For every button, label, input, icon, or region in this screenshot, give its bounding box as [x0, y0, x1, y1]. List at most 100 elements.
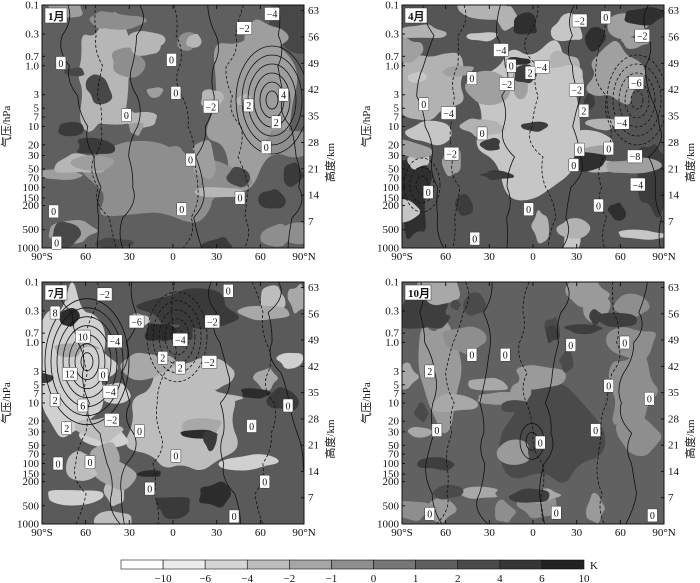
contour-line — [419, 282, 443, 524]
shading-patch — [606, 157, 662, 174]
y-tick-label: 0.7 — [25, 328, 39, 340]
y-tick-label: 50 — [28, 440, 40, 452]
contour-line — [225, 5, 249, 248]
shading-region — [78, 12, 131, 132]
contour-label: 0 — [170, 86, 182, 100]
contour-ring — [612, 63, 662, 137]
y-tick-label: 50 — [388, 163, 400, 175]
y-axis-label: 气压/hPa — [359, 382, 373, 424]
contour-label-box — [157, 351, 169, 365]
contour-label-box — [431, 423, 443, 437]
contour-label-box — [500, 348, 511, 362]
colorbar-tick-label: 2 — [455, 573, 461, 583]
contour-label: −8 — [627, 149, 643, 163]
colorbar-swatch — [289, 559, 332, 570]
x-tick-label: 60 — [80, 527, 92, 539]
contour-label-value: −4 — [632, 180, 643, 191]
contour-label-box — [422, 185, 434, 199]
contour-label: 0 — [134, 424, 145, 438]
y-tick-label: 7 — [34, 112, 40, 124]
contour-ring — [235, 45, 304, 155]
x-tick-label: 60 — [440, 527, 452, 539]
contour-label-box — [107, 334, 123, 348]
y-tick-label: 70 — [28, 449, 40, 461]
contour-label: 0 — [228, 509, 240, 523]
shading-patch — [442, 66, 474, 77]
shading-patch — [258, 189, 286, 209]
contour-label-box — [170, 86, 182, 100]
contour-label-value: 0 — [169, 56, 174, 67]
shading-patch — [194, 187, 244, 198]
contour-label: 0 — [603, 141, 614, 155]
x-tick-label: 60 — [255, 527, 267, 539]
colorbar-tick-label: −4 — [241, 573, 253, 583]
contour-label: 0 — [97, 367, 109, 382]
contour-label-value: 2 — [274, 118, 279, 129]
contour-label-value: 2 — [178, 363, 183, 374]
contour-label-value: 0 — [173, 89, 178, 100]
y-tick-label: 5 — [34, 379, 40, 391]
y-tick-label: 0.3 — [25, 305, 39, 317]
contour-label-box — [201, 355, 218, 369]
contour-labels: −2 0 8 −6 −2 10 −4 −4 2 −2 2 12 0 −4 2 6 −2 2 0 0 0 0 0 0 0 0 0 — [49, 284, 294, 523]
contour-label: 2 — [271, 115, 282, 129]
shading-patch — [402, 501, 438, 521]
shading-patch — [237, 305, 290, 321]
contour-line — [193, 5, 219, 248]
colorbar-unit: K — [590, 560, 598, 572]
contour-label-value: −2 — [574, 16, 585, 27]
contour-label-box — [647, 508, 658, 523]
contour-label: 2 — [524, 65, 536, 80]
x-tick-label: 30 — [124, 527, 136, 539]
y-tick-label: 7 — [34, 388, 40, 400]
panel-label-text: 7月 — [48, 287, 65, 300]
y2-tick-label: 63 — [668, 5, 680, 17]
y-tick-label: 30 — [28, 426, 40, 438]
contour-label-box — [476, 126, 488, 141]
y2-axis-label: 高度/km — [683, 419, 697, 459]
x-tick-label: 30 — [124, 251, 136, 263]
x-tick-label: 0 — [530, 527, 536, 539]
x-tick-label: 90°S — [391, 527, 413, 539]
y-tick-label: 0.7 — [385, 51, 399, 63]
contour-label-value: 0 — [232, 512, 237, 523]
contour-label-box — [630, 177, 646, 192]
contour-label: 0 — [260, 140, 272, 154]
contour-label-box — [469, 231, 481, 246]
shading-patch — [559, 350, 574, 373]
contour-label-value: 0 — [472, 234, 477, 245]
contour-label: 0 — [422, 185, 434, 199]
contour-ring — [409, 166, 435, 204]
y-tick-label: 200 — [383, 200, 400, 212]
y-tick-label: 10 — [28, 121, 40, 133]
shading-patch — [155, 497, 190, 520]
contour-ring — [44, 298, 130, 426]
y2-tick-label: 63 — [668, 282, 680, 294]
shading-patch — [564, 324, 603, 335]
y2-tick-label: 21 — [668, 440, 679, 452]
contour-label-value: −6 — [131, 317, 142, 328]
contour-line — [74, 282, 99, 524]
y-tick-label: 150 — [383, 192, 400, 204]
y-tick-label: 20 — [388, 139, 400, 151]
y2-tick-label: 56 — [308, 31, 320, 43]
y-tick-label: 3 — [394, 89, 400, 101]
contour-label: 2 — [243, 98, 254, 112]
contour-label: 0 — [466, 71, 478, 85]
contour-label: 0 — [259, 474, 270, 489]
contour-label: 0 — [170, 449, 182, 463]
contour-lines — [403, 5, 664, 248]
contour-label-value: 2 — [581, 107, 586, 118]
shading-patch — [454, 194, 473, 216]
contour-label-value: −2 — [204, 358, 215, 369]
contour-label: 0 — [51, 236, 62, 250]
contour-ring — [74, 343, 100, 381]
contour-label-box — [49, 393, 61, 407]
y-tick-label: 200 — [23, 476, 40, 488]
contour-label: 0 — [644, 391, 655, 406]
contour-label-value: −4 — [109, 337, 120, 348]
y-tick-label: 1.0 — [385, 337, 399, 349]
contour-label-box — [551, 505, 562, 520]
contour-label-value: 0 — [264, 143, 269, 154]
y2-tick-label: 49 — [308, 335, 320, 347]
